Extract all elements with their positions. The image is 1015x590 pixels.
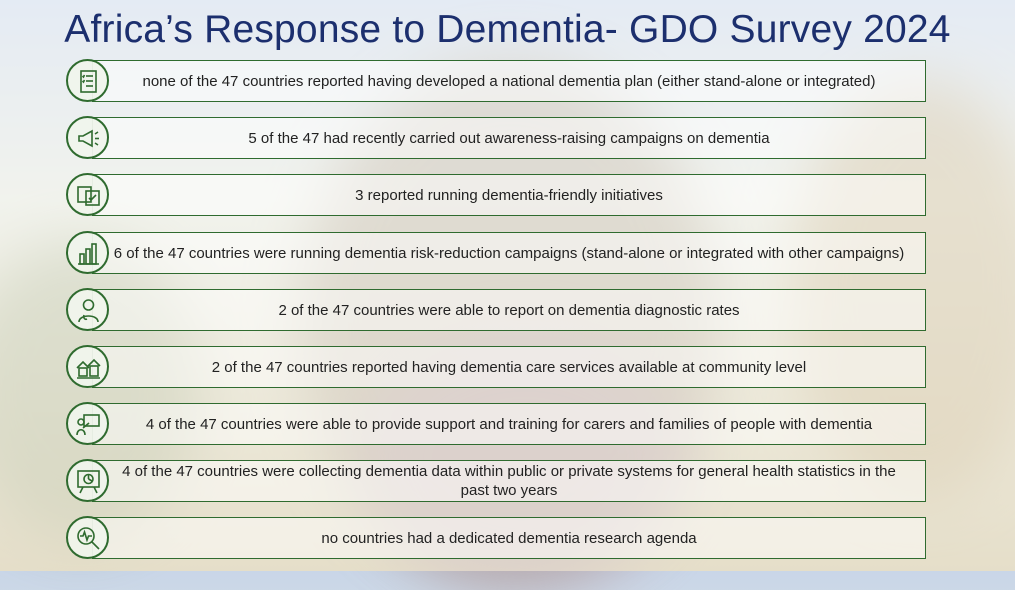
finding-text: no countries had a dedicated dementia re… xyxy=(92,517,926,559)
checklist-icon xyxy=(66,59,109,102)
finding-row: 5 of the 47 had recently carried out awa… xyxy=(66,116,930,162)
community-icon xyxy=(66,345,109,388)
page-title: Africa’s Response to Dementia- GDO Surve… xyxy=(64,8,951,51)
bar-chart-icon xyxy=(66,231,109,274)
poster-icon xyxy=(66,173,109,216)
finding-row: 3 reported running dementia-friendly ini… xyxy=(66,173,930,219)
finding-row: 4 of the 47 countries were collecting de… xyxy=(66,459,930,505)
megaphone-icon xyxy=(66,116,109,159)
presentation-icon xyxy=(66,402,109,445)
finding-text: 2 of the 47 countries reported having de… xyxy=(92,346,926,388)
finding-text: 3 reported running dementia-friendly ini… xyxy=(92,174,926,216)
finding-row: 6 of the 47 countries were running demen… xyxy=(66,231,930,277)
finding-row: 2 of the 47 countries were able to repor… xyxy=(66,288,930,334)
finding-text: none of the 47 countries reported having… xyxy=(92,60,926,102)
finding-text: 6 of the 47 countries were running demen… xyxy=(92,232,926,274)
finding-text: 4 of the 47 countries were collecting de… xyxy=(92,460,926,502)
finding-text: 5 of the 47 had recently carried out awa… xyxy=(92,117,926,159)
data-board-icon xyxy=(66,459,109,502)
finding-row: no countries had a dedicated dementia re… xyxy=(66,516,930,562)
research-icon xyxy=(66,516,109,559)
doctor-icon xyxy=(66,288,109,331)
finding-row: 4 of the 47 countries were able to provi… xyxy=(66,402,930,448)
finding-row: none of the 47 countries reported having… xyxy=(66,59,930,105)
finding-row: 2 of the 47 countries reported having de… xyxy=(66,345,930,391)
finding-text: 4 of the 47 countries were able to provi… xyxy=(92,403,926,445)
finding-text: 2 of the 47 countries were able to repor… xyxy=(92,289,926,331)
